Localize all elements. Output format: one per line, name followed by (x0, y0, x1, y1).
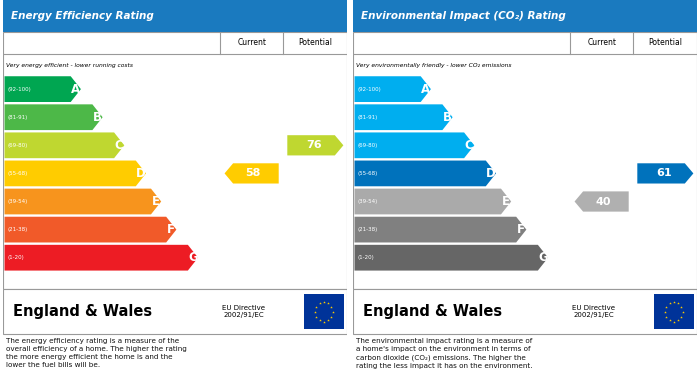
Polygon shape (4, 245, 198, 271)
Bar (353, 289, 697, 334)
Text: EU Directive
2002/91/EC: EU Directive 2002/91/EC (223, 305, 265, 318)
Text: Environmental Impact (CO₂) Rating: Environmental Impact (CO₂) Rating (361, 11, 566, 21)
Polygon shape (354, 104, 453, 130)
Text: E: E (502, 195, 510, 208)
Bar (654, 294, 694, 329)
Text: 76: 76 (306, 140, 322, 150)
Polygon shape (575, 191, 629, 212)
Text: (21-38): (21-38) (358, 227, 378, 232)
Polygon shape (4, 217, 176, 242)
Text: England & Wales: England & Wales (13, 304, 153, 319)
Text: Potential: Potential (648, 38, 682, 47)
Text: Current: Current (237, 38, 266, 47)
Text: C: C (115, 139, 124, 152)
Polygon shape (4, 161, 146, 186)
Text: 40: 40 (595, 197, 610, 206)
Text: Very energy efficient - lower running costs: Very energy efficient - lower running co… (6, 63, 133, 68)
Text: (69-80): (69-80) (8, 143, 28, 148)
Text: 58: 58 (245, 169, 260, 178)
Polygon shape (225, 163, 279, 183)
Text: C: C (465, 139, 474, 152)
Text: The environmental impact rating is a measure of
a home's impact on the environme: The environmental impact rating is a mea… (356, 338, 533, 369)
Bar (304, 294, 344, 329)
Text: B: B (443, 111, 452, 124)
Text: The energy efficiency rating is a measure of the
overall efficiency of a home. T: The energy efficiency rating is a measur… (6, 338, 187, 368)
Polygon shape (354, 245, 548, 271)
Polygon shape (637, 163, 694, 183)
Text: (81-91): (81-91) (8, 115, 28, 120)
Polygon shape (354, 217, 526, 242)
Text: (92-100): (92-100) (8, 87, 32, 91)
Text: G: G (188, 251, 198, 264)
Text: (55-68): (55-68) (358, 171, 378, 176)
Text: Not environmentally friendly - higher CO₂ emissions: Not environmentally friendly - higher CO… (356, 261, 512, 266)
Text: Not energy efficient - higher running costs: Not energy efficient - higher running co… (6, 261, 133, 266)
Bar (3, 0, 347, 32)
Text: D: D (136, 167, 146, 180)
Polygon shape (354, 161, 496, 186)
Text: Potential: Potential (298, 38, 332, 47)
Text: (1-20): (1-20) (358, 255, 374, 260)
Polygon shape (354, 133, 475, 158)
Polygon shape (287, 135, 344, 156)
Bar (3, 32, 347, 289)
Text: D: D (486, 167, 496, 180)
Text: F: F (517, 223, 525, 236)
Text: Current: Current (587, 38, 616, 47)
Text: (92-100): (92-100) (358, 87, 382, 91)
Text: 61: 61 (656, 169, 672, 178)
Bar (3, 289, 347, 334)
Text: (69-80): (69-80) (358, 143, 378, 148)
Text: Energy Efficiency Rating: Energy Efficiency Rating (11, 11, 154, 21)
Text: (39-54): (39-54) (358, 199, 378, 204)
Bar (353, 0, 697, 32)
Polygon shape (4, 104, 103, 130)
Polygon shape (4, 76, 81, 102)
Text: F: F (167, 223, 175, 236)
Polygon shape (4, 133, 125, 158)
Text: (39-54): (39-54) (8, 199, 28, 204)
Polygon shape (354, 188, 511, 214)
Text: (1-20): (1-20) (8, 255, 25, 260)
Text: A: A (421, 83, 430, 96)
Text: (55-68): (55-68) (8, 171, 28, 176)
Text: (21-38): (21-38) (8, 227, 28, 232)
Text: (81-91): (81-91) (358, 115, 378, 120)
Text: England & Wales: England & Wales (363, 304, 503, 319)
Text: B: B (93, 111, 102, 124)
Text: A: A (71, 83, 80, 96)
Polygon shape (4, 188, 161, 214)
Text: G: G (538, 251, 548, 264)
Polygon shape (354, 76, 431, 102)
Text: EU Directive
2002/91/EC: EU Directive 2002/91/EC (573, 305, 615, 318)
Text: Very environmentally friendly - lower CO₂ emissions: Very environmentally friendly - lower CO… (356, 63, 512, 68)
Text: E: E (152, 195, 160, 208)
Bar (353, 32, 697, 289)
